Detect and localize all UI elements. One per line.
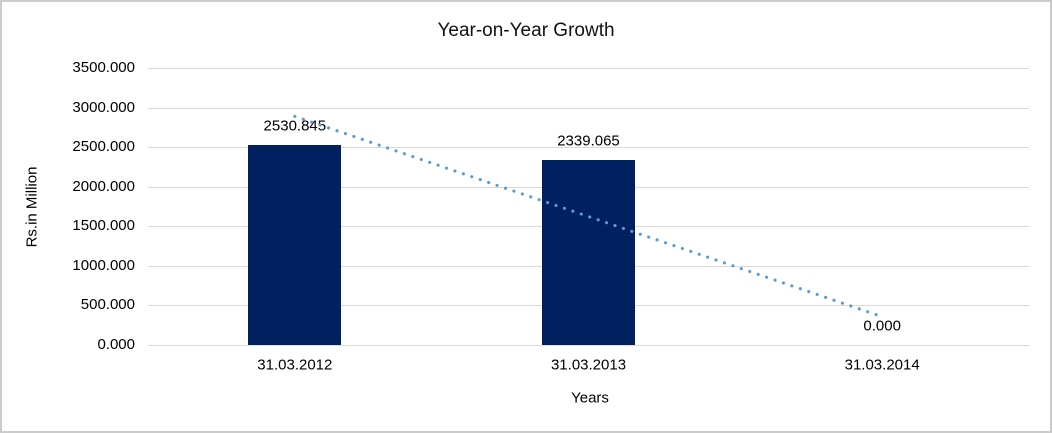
x-axis-title: Years: [571, 389, 609, 407]
y-axis-tick-label: 1500.000: [72, 217, 135, 235]
gridline: [148, 68, 1029, 69]
y-axis-tick-label: 500.000: [80, 296, 135, 314]
y-axis-tick-label: 0.000: [97, 336, 135, 354]
x-axis-category-label: 31.03.2014: [844, 356, 920, 374]
bar-31.03.2012: [248, 144, 342, 345]
y-axis-tick-label: 2000.000: [72, 177, 135, 195]
gridline: [148, 107, 1029, 109]
data-label-31.03.2012: 2530.845: [263, 117, 327, 135]
bar-31.03.2013: [542, 159, 635, 345]
y-axis-tick-label: 2500.000: [72, 138, 135, 156]
x-axis-category-label: 31.03.2012: [257, 356, 333, 374]
data-label-31.03.2014: 0.000: [863, 317, 901, 335]
gridline: [148, 345, 1029, 346]
chart-title: Year-on-Year Growth: [437, 20, 615, 41]
data-label-31.03.2013: 2339.065: [557, 132, 620, 150]
y-axis-tick-label: 1000.000: [72, 257, 135, 275]
y-axis-tick-label: 3000.000: [72, 98, 135, 116]
y-axis-tick-label: 3500.000: [72, 59, 135, 77]
y-axis-title: Rs.in Million: [23, 166, 41, 248]
x-axis-category-label: 31.03.2013: [550, 356, 627, 374]
